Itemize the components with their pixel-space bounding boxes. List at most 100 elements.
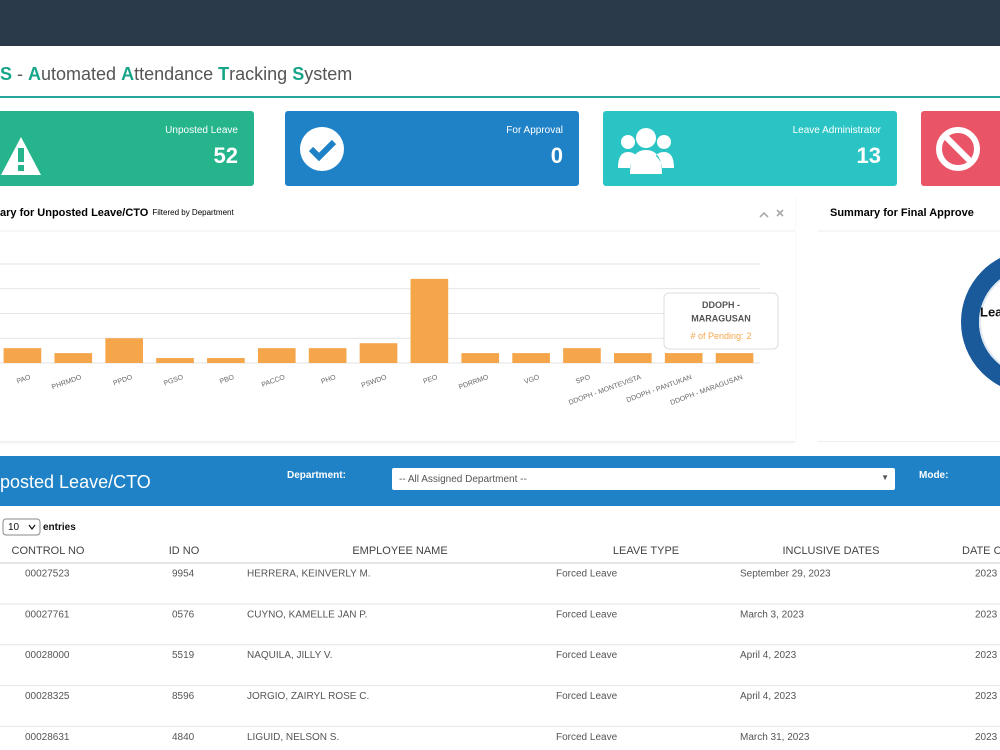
tooltip-box	[663, 292, 779, 350]
chart-title: ary for Unposted Leave/CTO Filtered by De…	[0, 207, 234, 219]
bar	[715, 353, 754, 363]
x-tick-label: PAO	[16, 374, 32, 386]
column-header[interactable]: CONTROL NO	[12, 545, 85, 557]
donut-label: Lea	[980, 304, 1000, 319]
column-header[interactable]: LEAVE TYPE	[613, 545, 679, 557]
card-label: For Approval	[506, 125, 563, 136]
card-icon	[936, 127, 980, 171]
table-cell: 00027761	[25, 609, 70, 620]
donut-chart: Summary for Final Approve Lea	[818, 207, 1000, 386]
table-cell: 2023	[975, 609, 998, 620]
card-value: 52	[213, 143, 238, 168]
bar	[54, 353, 93, 363]
table-cell: HERRERA, KEINVERLY M.	[247, 569, 371, 580]
department-select[interactable]: -- All Assigned Department -- ▼	[392, 468, 895, 490]
tooltip-sep: :	[741, 331, 744, 341]
table-cell: 0576	[172, 609, 195, 620]
table-cell: JORGIO, ZAIRYL ROSE C.	[247, 691, 369, 702]
title-segment: A	[121, 64, 135, 84]
stat-card[interactable]: For Approval 0	[285, 111, 579, 186]
card-icon	[300, 127, 344, 171]
x-tick-label: PGSO	[163, 374, 185, 388]
table-cell: 2023	[975, 569, 998, 580]
chart-panel: ary for Unposted Leave/CTO Filtered by De…	[0, 195, 795, 442]
table-cell: 2023	[975, 691, 998, 702]
table-cell: 4840	[172, 732, 195, 743]
tooltip-title-cont: MARAGUSAN	[691, 313, 751, 323]
bar	[3, 348, 42, 363]
x-tick-label: PDRRMO	[458, 374, 490, 391]
tooltip-title-text: DDOPH -	[702, 300, 740, 310]
table-cell: Forced Leave	[556, 732, 618, 743]
title-segment: S	[0, 64, 13, 84]
title-segment: T	[218, 64, 230, 84]
donut-inner	[979, 279, 1000, 365]
column-header[interactable]: INCLUSIVE DATES	[783, 545, 880, 557]
department-value: -- All Assigned Department --	[399, 474, 527, 485]
chart-title-text: ary for Unposted Leave/CTO	[0, 207, 149, 219]
chart: ary for Unposted Leave/CTO Filtered by De…	[0, 207, 795, 407]
x-tick-label: PHO	[320, 374, 337, 386]
x-tick-label: PBO	[219, 374, 236, 386]
card-icon	[618, 128, 674, 174]
bar	[105, 338, 143, 363]
table-cell: March 3, 2023	[740, 609, 804, 620]
card-label: Leave Administrator	[792, 125, 881, 136]
column-header[interactable]: EMPLOYEE NAME	[352, 545, 447, 557]
department-label: Department:	[287, 470, 346, 481]
title-segment: racking	[229, 64, 293, 84]
x-tick-label: PACCO	[261, 374, 287, 389]
bar	[563, 348, 601, 363]
table-cell: CUYNO, KAMELLE JAN P.	[247, 609, 367, 620]
table-cell: Forced Leave	[556, 691, 618, 702]
title-underline	[0, 96, 1000, 98]
leave-table: 10 entries CONTROL NO ID NO EMPLOYEE NAME L…	[0, 518, 1000, 743]
collapse-icon[interactable]	[759, 211, 769, 218]
top-nav	[0, 0, 1000, 46]
column-header[interactable]: ID NO	[169, 545, 200, 557]
x-tick-label: PSWDO	[361, 374, 389, 390]
stat-card[interactable]: Leave Administrator 13	[603, 111, 897, 186]
table-cell: Forced Leave	[556, 609, 618, 620]
stat-card[interactable]	[921, 111, 1000, 186]
x-tick-label: VGO	[523, 374, 541, 386]
bar	[512, 353, 550, 363]
tooltip-number: 2	[747, 331, 752, 341]
filter-bar: posted Leave/CTO Department: -- All Assi…	[0, 456, 1000, 506]
bar	[359, 343, 398, 363]
table-cell: 00028000	[25, 650, 70, 661]
stat-card[interactable]: Unposted Leave 52	[0, 111, 254, 186]
table-cell: LIGUID, NELSON S.	[247, 732, 339, 743]
donut-ring	[961, 258, 1000, 386]
card-value: 0	[550, 143, 563, 168]
table-cell: 00028631	[25, 732, 70, 743]
table-cell: March 31, 2023	[740, 732, 810, 743]
column-header[interactable]: DATE C	[962, 545, 1000, 557]
bar	[308, 348, 347, 363]
title-segment: ttendance	[134, 64, 219, 84]
table-cell: 5519	[172, 650, 195, 661]
table-cell: NAQUILA, JILLY V.	[247, 650, 332, 661]
bar	[461, 353, 500, 363]
page-size-select[interactable]	[2, 518, 41, 536]
panel-title: Summary for Final Approve	[830, 207, 974, 219]
table-cell: 2023	[975, 650, 998, 661]
title-segment: -	[12, 64, 29, 84]
table-cell: 9954	[172, 569, 195, 580]
tooltip-title: DDOPH -	[702, 300, 740, 310]
title-segment: utomated	[41, 64, 122, 84]
table-cell: 00027523	[25, 569, 70, 580]
table-cell: 00028325	[25, 691, 70, 702]
bar	[207, 358, 245, 363]
tooltip-series: # of Pending	[690, 331, 741, 341]
table-cell: Forced Leave	[556, 650, 618, 661]
close-icon[interactable]	[776, 209, 784, 217]
tooltip: DDOPH - MARAGUSAN # of Pending: 2	[663, 292, 779, 350]
chart-subtitle: Filtered by Department	[152, 208, 234, 217]
bar	[410, 278, 449, 363]
card-icon	[1, 137, 41, 175]
bar	[257, 348, 296, 363]
title-segment: A	[28, 64, 42, 84]
bar	[614, 353, 652, 363]
